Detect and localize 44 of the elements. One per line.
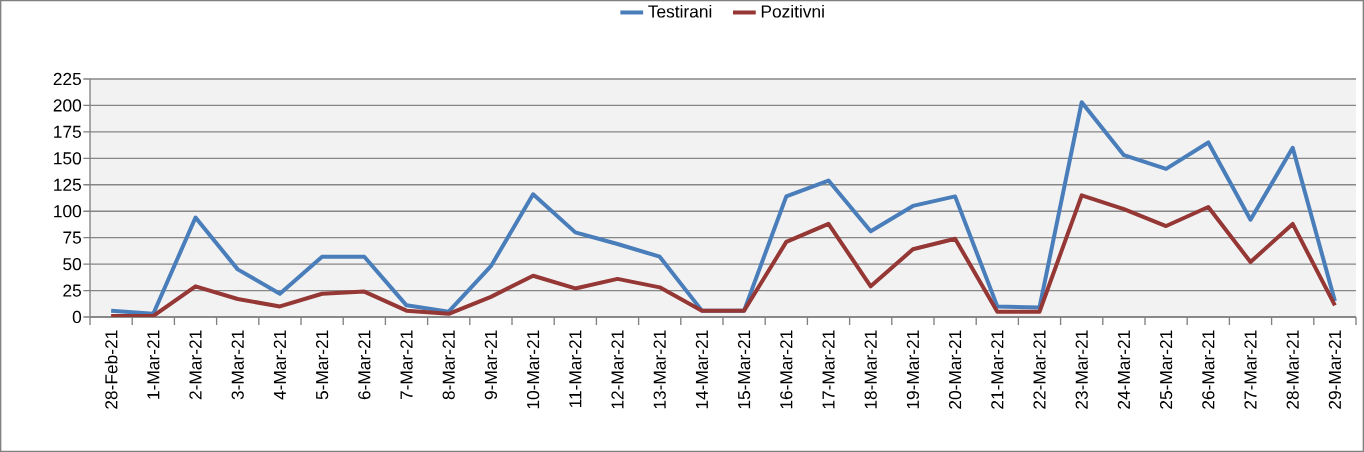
x-tick-label: 4-Mar-21 bbox=[273, 330, 287, 400]
x-tick-label: 14-Mar-21 bbox=[695, 330, 709, 409]
x-tick-label: 25-Mar-21 bbox=[1159, 330, 1173, 409]
x-tick-label: 24-Mar-21 bbox=[1117, 330, 1131, 409]
y-tick-label: 175 bbox=[54, 125, 82, 138]
x-tick-label: 23-Mar-21 bbox=[1075, 330, 1088, 409]
x-tick-label: 8-Mar-21 bbox=[442, 330, 455, 400]
x-tick-label: 28-Feb-21 bbox=[104, 330, 118, 409]
x-tick-label: 5-Mar-21 bbox=[315, 330, 329, 400]
y-tick-label: 100 bbox=[54, 205, 82, 218]
x-tick-label: 16-Mar-21 bbox=[780, 330, 793, 409]
x-tick-label: 28-Mar-21 bbox=[1286, 330, 1299, 409]
x-tick-label: 22-Mar-21 bbox=[1033, 330, 1046, 409]
x-tick-label: 20-Mar-21 bbox=[948, 330, 962, 409]
x-tick-label: 7-Mar-21 bbox=[400, 330, 413, 400]
x-tick-label: 11-Mar-21 bbox=[569, 330, 582, 408]
y-tick-label: 150 bbox=[54, 152, 82, 165]
x-tick-label: 6-Mar-21 bbox=[358, 330, 371, 400]
y-tick-label: 225 bbox=[53, 72, 82, 86]
x-tick-label: 19-Mar-21 bbox=[906, 330, 920, 409]
x-tick-label: 1-Mar-21 bbox=[147, 330, 160, 399]
x-tick-label: 13-Mar-21 bbox=[653, 330, 666, 409]
x-tick-label: 9-Mar-21 bbox=[484, 330, 498, 400]
legend-label: Pozitivni bbox=[761, 4, 824, 18]
x-tick-label: 17-Mar-21 bbox=[822, 330, 835, 409]
y-tick-label: 75 bbox=[63, 231, 82, 244]
x-tick-label: 26-Mar-21 bbox=[1202, 330, 1215, 409]
x-tick-label: 15-Mar-21 bbox=[737, 330, 751, 409]
x-tick-label: 12-Mar-21 bbox=[611, 330, 624, 409]
x-tick-label: 10-Mar-21 bbox=[526, 330, 540, 409]
x-tick-label: 21-Mar-21 bbox=[991, 330, 1004, 409]
x-tick-label: 29-Mar-21 bbox=[1328, 330, 1342, 409]
y-tick-label: 25 bbox=[63, 284, 82, 297]
x-tick-label: 27-Mar-21 bbox=[1244, 330, 1257, 409]
y-tick-label: 200 bbox=[53, 99, 82, 112]
x-tick-label: 2-Mar-21 bbox=[189, 330, 202, 400]
line-series bbox=[109, 193, 1337, 317]
y-tick-label: 50 bbox=[63, 257, 82, 271]
line-series bbox=[109, 100, 1337, 316]
y-tick-label: 0 bbox=[72, 310, 82, 324]
legend-label: Testirani bbox=[648, 4, 712, 18]
x-tick-label: 3-Mar-21 bbox=[231, 330, 244, 400]
y-tick-label: 125 bbox=[54, 178, 82, 191]
x-tick-label: 18-Mar-21 bbox=[864, 330, 877, 409]
